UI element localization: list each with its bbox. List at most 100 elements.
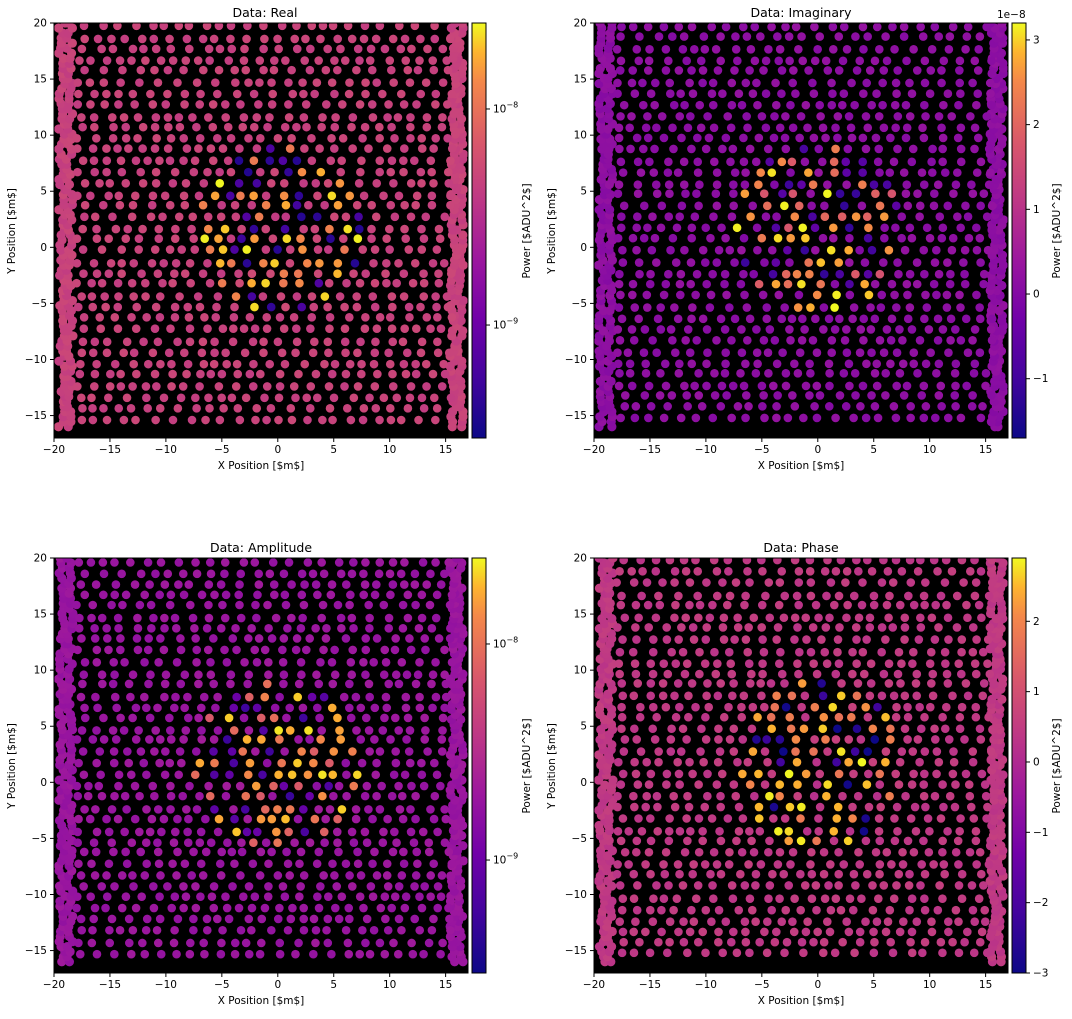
data-point [132,370,141,379]
data-point [695,814,704,823]
data-point [446,601,455,610]
data-point [851,391,860,400]
data-point [797,280,806,289]
data-point [656,303,665,312]
data-point [340,382,349,391]
data-point [628,291,637,300]
data-point [328,680,337,689]
data-point [240,56,249,65]
data-point [983,212,992,221]
data-point [154,939,163,948]
data-point [891,11,900,20]
data-point [702,280,711,289]
data-point [647,837,656,846]
data-point [166,324,175,333]
data-point [136,848,145,857]
data-point [951,780,960,789]
data-point [775,894,784,903]
data-point [819,724,828,733]
data-point [741,258,750,267]
data-point [229,324,238,333]
data-point [424,838,433,847]
data-point [297,212,306,221]
data-point [753,246,762,255]
data-point [892,382,901,391]
y-tick-label: 0 [580,242,587,254]
data-point [100,78,109,87]
data-point [971,703,980,712]
data-point [337,570,346,579]
data-point [439,360,448,369]
data-point [273,838,282,847]
x-tick-label: −15 [639,444,661,456]
data-point [684,692,693,701]
data-point [800,246,809,255]
data-point [931,792,940,801]
data-point [616,336,625,345]
y-tick-label: 5 [580,186,587,198]
data-point [248,292,257,301]
data-point [142,704,151,713]
data-point [823,659,832,668]
data-point [165,35,174,44]
data-point [375,156,384,165]
data-point [975,303,984,312]
data-point [240,658,249,667]
data-point [869,906,878,915]
data-point [88,926,97,935]
data-point [670,692,679,701]
data-point [629,648,638,657]
data-point [345,192,354,201]
data-point [892,414,901,423]
data-point [358,245,367,254]
data-point [240,113,249,122]
data-point [890,402,899,411]
data-point [831,124,840,133]
data-point [675,66,684,75]
data-point [858,758,867,767]
data-point [75,614,84,623]
data-point [625,124,634,133]
data-point [735,827,744,836]
data-point [261,279,270,288]
data-point [680,180,689,189]
data-point [613,792,622,801]
data-point [762,735,771,744]
data-point [657,906,666,915]
data-point [446,201,455,210]
data-point [380,646,389,655]
data-point [320,201,329,210]
data-point [976,724,985,733]
data-point [401,234,410,243]
data-point [713,780,722,789]
data-point [167,735,176,744]
data-point [127,770,136,779]
data-point [767,679,776,688]
data-point [328,859,337,868]
data-point [904,837,913,846]
data-point [895,325,904,334]
data-point [865,803,874,812]
data-point [659,679,668,688]
data-point [361,78,370,87]
data-point [321,292,330,301]
data-point [838,938,847,947]
data-point [652,258,661,267]
data-point [900,635,909,644]
data-point [227,168,236,177]
data-point [713,659,722,668]
data-point [768,246,777,255]
data-point [810,89,819,98]
data-point [934,906,943,915]
data-point [868,881,877,890]
data-point [876,803,885,812]
data-point [687,906,696,915]
data-point [237,926,246,935]
data-point [191,634,200,643]
data-point [770,180,779,189]
data-point [98,245,107,254]
data-point [433,591,442,600]
data-point [420,279,429,288]
data-point [615,670,624,679]
data-point [189,614,198,623]
